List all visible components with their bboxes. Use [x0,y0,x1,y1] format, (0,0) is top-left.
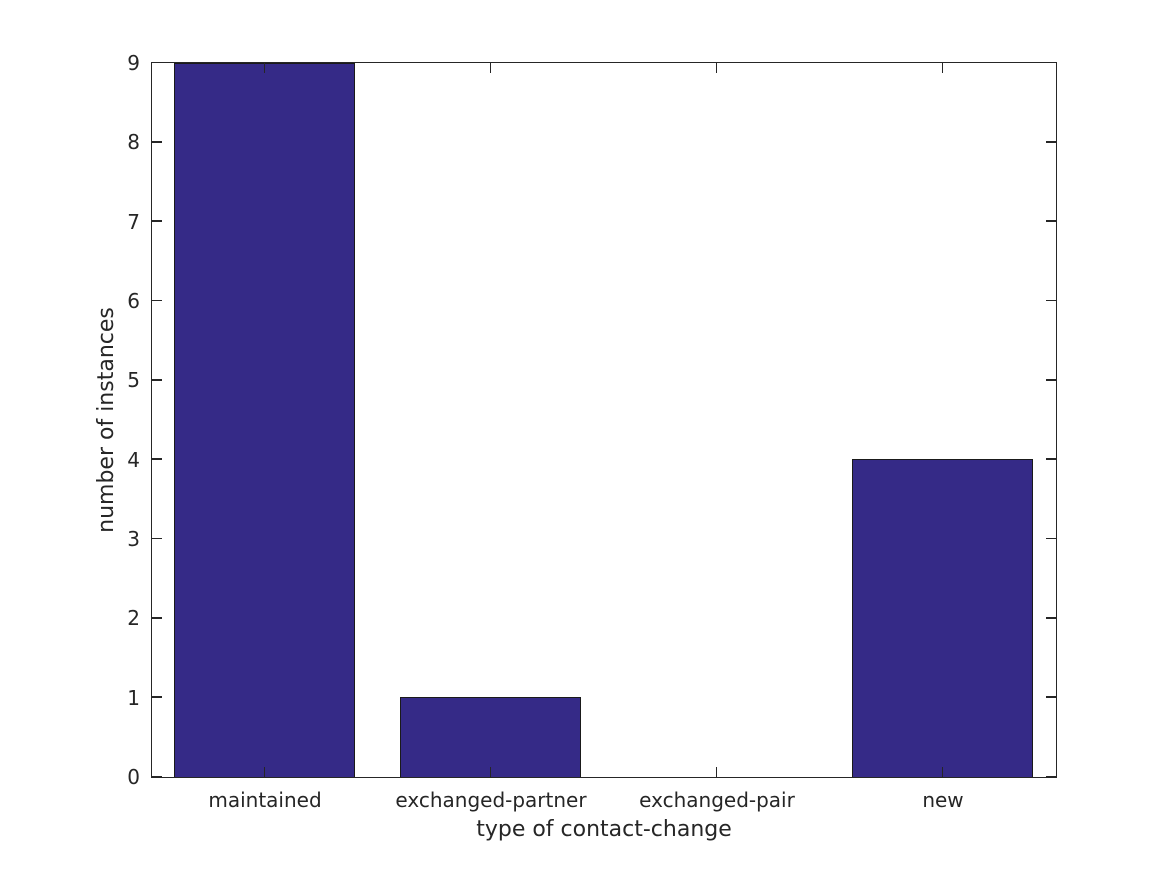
y-tick-mark-left [151,299,162,302]
y-tick-label: 9 [127,51,140,75]
y-tick-mark-left [151,458,162,460]
y-tick-mark-right [1045,617,1056,619]
y-tick-mark-right [1045,141,1056,143]
x-tick-mark-bottom [941,766,944,777]
y-tick-mark-right [1045,696,1056,698]
y-tick-mark-left [151,617,162,619]
y-tick-label: 2 [127,606,140,631]
bar-maintained [174,62,355,777]
y-tick-mark-right [1045,299,1056,302]
x-tick-mark-top [263,62,266,73]
x-axis-label: type of contact-change [476,817,732,842]
y-tick-mark-left [151,141,162,143]
x-tick-label: new [922,788,964,812]
x-tick-label: exchanged-partner [395,788,587,812]
x-tick-mark-bottom [489,766,492,777]
bar-exchanged-partner [400,697,581,777]
y-tick-mark-left [151,537,162,540]
bar-new [852,459,1033,777]
x-tick-mark-top [489,62,492,73]
y-tick-label: 5 [127,368,140,393]
y-tick-label: 4 [127,447,140,472]
y-tick-label: 1 [127,685,140,710]
x-tick-label: maintained [208,788,322,812]
y-tick-mark-left [151,696,162,698]
x-tick-mark-top [941,62,944,73]
y-tick-mark-right [1045,379,1056,381]
y-tick-mark-left [151,220,162,222]
y-tick-mark-left [151,379,162,381]
x-tick-mark-bottom [715,766,718,777]
y-tick-mark-right [1045,220,1056,222]
y-tick-mark-left [151,61,162,64]
y-tick-mark-right [1045,537,1056,540]
x-tick-mark-bottom [263,766,266,777]
y-tick-mark-right [1045,458,1056,460]
y-tick-label: 6 [127,289,140,313]
y-tick-label: 0 [127,765,140,789]
y-tick-label: 3 [127,527,140,551]
y-tick-mark-right [1045,61,1056,64]
y-tick-label: 8 [127,130,140,155]
x-tick-mark-top [715,62,718,73]
y-tick-mark-right [1045,775,1056,778]
y-tick-mark-left [151,775,162,778]
y-tick-label: 7 [127,209,140,234]
x-tick-label: exchanged-pair [639,788,795,812]
plot-area [150,61,1057,778]
